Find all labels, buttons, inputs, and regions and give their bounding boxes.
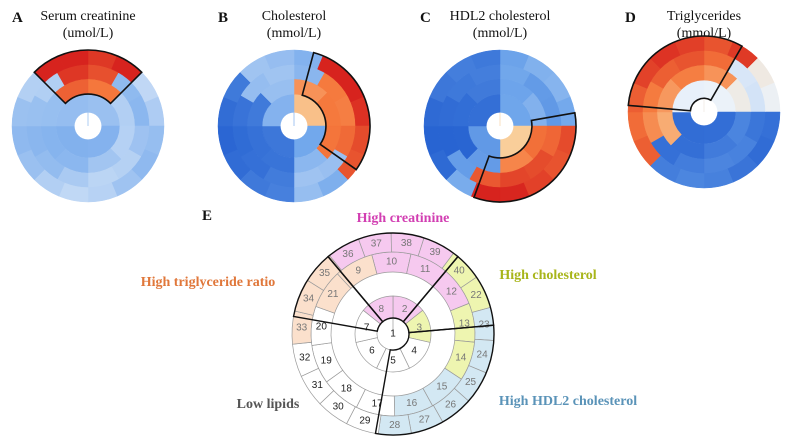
group-outline [374,324,495,436]
cell-number: 14 [455,353,467,364]
cell-number: 34 [303,293,315,304]
cell-number: 33 [296,323,308,334]
cell-number: 24 [477,349,489,360]
cell-number: 7 [364,322,370,333]
panel-a-header: A Serum creatinine (umol/L) [12,9,136,41]
cell-number: 29 [359,416,371,427]
highlight-outline [301,51,371,171]
cell-number: 5 [390,356,396,367]
cell-number: 16 [406,398,418,409]
cell-number: 3 [417,322,423,333]
cell-number: 23 [478,319,490,330]
cell-number: 25 [465,377,477,388]
cell-number: 37 [371,239,383,250]
cell-number: 28 [389,420,401,431]
cell-number: 17 [372,399,384,410]
panel-title: Cholesterol [262,9,327,24]
panel-unit: (mmol/L) [473,26,528,41]
cell-number: 1 [390,329,396,340]
highlight-outline [627,35,744,112]
heatmap-disc-hdl2 [423,49,577,203]
highlight-outline [472,111,577,203]
cell-number: 6 [369,345,375,356]
group-outline [327,232,459,323]
group-label-low-lipids: Low lipids [237,397,300,412]
cell-number: 36 [342,249,354,260]
cell-number: 31 [312,380,324,391]
cell-number: 4 [411,345,417,356]
cell-number: 27 [419,414,431,425]
cell-number: 22 [471,290,483,301]
heatmap-cell [264,49,295,70]
cell-number: 10 [386,257,398,268]
heatmap-cell [470,49,501,70]
highlight-outline [33,49,143,105]
cell-number: 9 [355,265,361,276]
panel-letter: A [12,10,23,26]
panel-title: HDL2 cholesterol [450,9,551,24]
group-label-creatinine: High creatinine [357,211,450,226]
group-label-triglyceride: High triglyceride ratio [141,275,276,290]
panel-title: Triglycerides [667,9,741,24]
cell-number: 32 [299,353,311,364]
cell-number: 40 [454,265,466,276]
cell-number: 20 [316,321,328,332]
cell-number: 8 [379,304,385,315]
panel-c-header: C HDL2 cholesterol (mmol/L) [420,9,550,41]
cell-number: 12 [446,286,458,297]
panel-title: Serum creatinine [40,9,135,24]
cell-number: 18 [341,383,353,394]
cell-number: 30 [333,402,345,413]
cell-number: 2 [402,304,408,315]
cell-number: 11 [420,264,431,275]
cell-number: 39 [430,247,442,258]
group-outline [292,255,384,333]
heatmap-disc-creatinine [11,49,165,203]
panel-letter: B [218,10,228,26]
cell-number: 15 [436,381,448,392]
group-outline [402,255,495,334]
heatmap-disc-cholesterol [217,49,371,203]
group-labels: High creatinine High cholesterol High tr… [141,211,637,412]
panel-unit: (mmol/L) [267,26,322,41]
group-label-cholesterol: High cholesterol [499,268,596,283]
cell-number: 26 [445,400,457,411]
panel-letter: C [420,10,431,26]
panel-unit: (umol/L) [63,26,114,41]
cell-number: 21 [327,289,339,300]
cell-number: 19 [321,355,333,366]
panel-letter: D [625,10,636,26]
group-label-hdl2: High HDL2 cholesterol [499,394,637,409]
cell-number: 38 [401,238,413,249]
panel-d-header: D Triglycerides (mmol/L) [625,9,741,41]
panel-b-header: B Cholesterol (mmol/L) [218,9,326,41]
cell-number: 13 [459,318,471,329]
heatmap-disc-triglycerides [627,35,781,189]
cell-number: 35 [319,268,331,279]
panel-letter: E [202,208,212,224]
